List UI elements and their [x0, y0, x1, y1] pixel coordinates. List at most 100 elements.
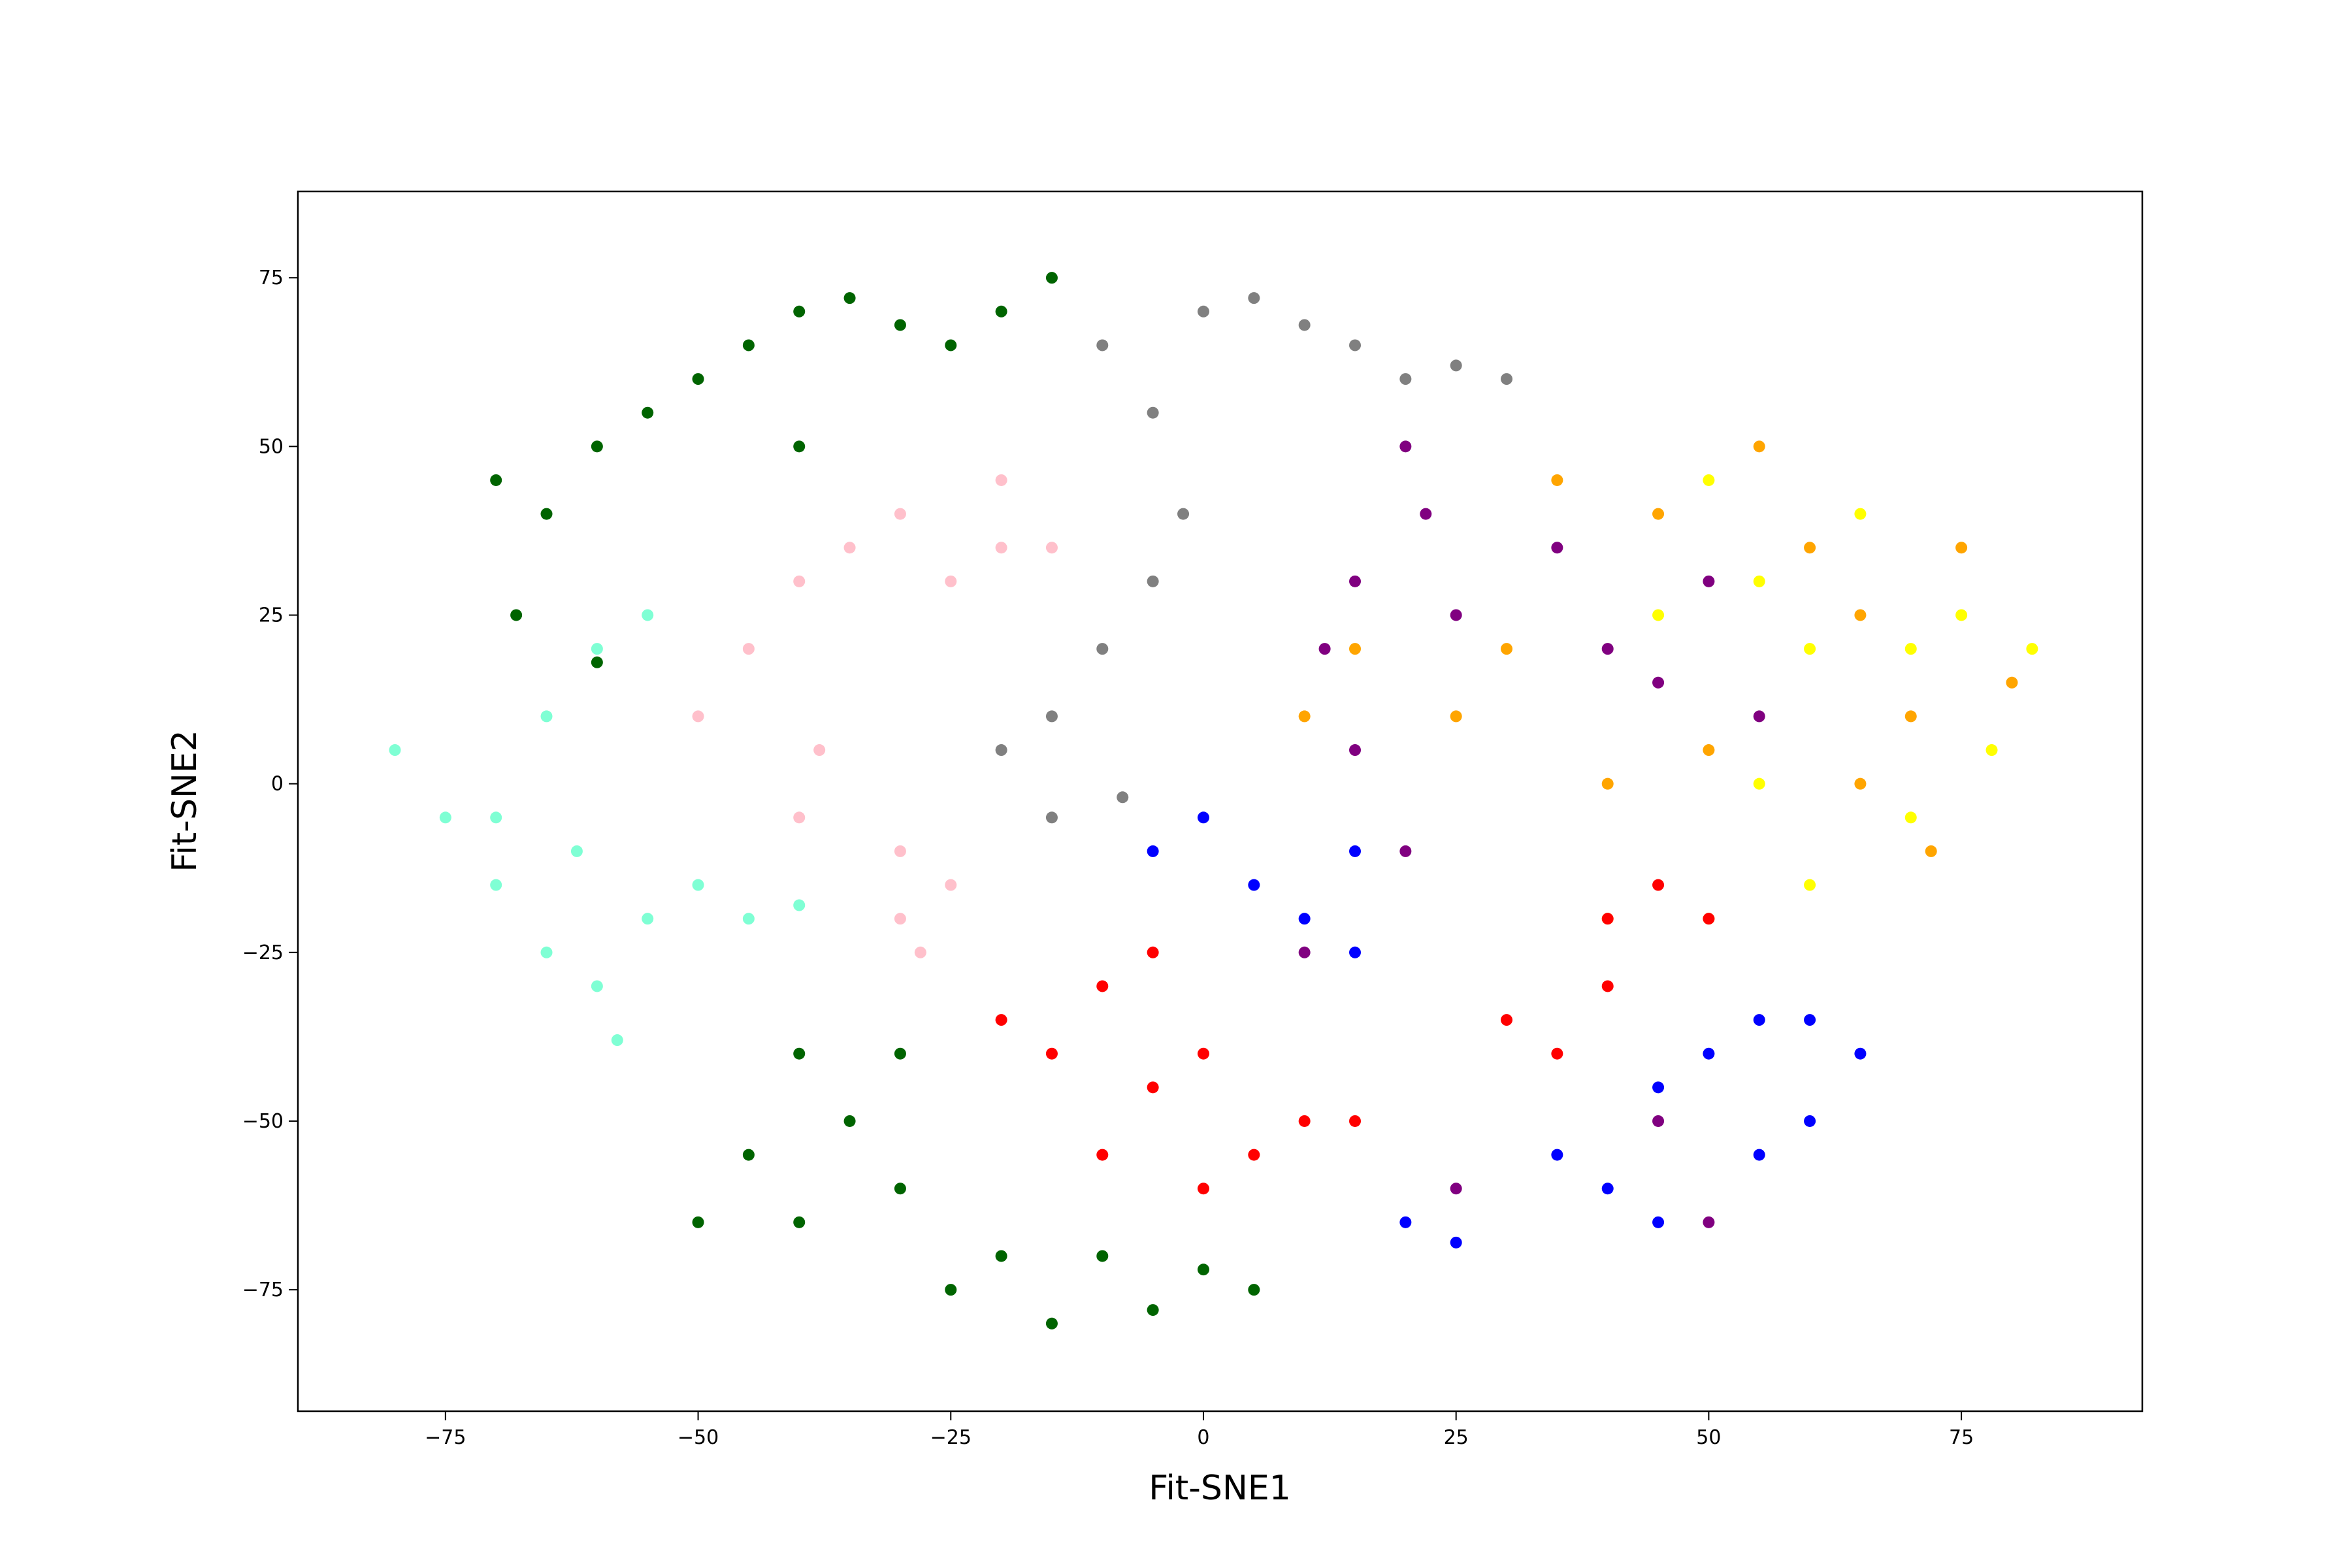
x-tick-label: 0 [1197, 1426, 1209, 1449]
scatter-point [1551, 1047, 1563, 1060]
scatter-point [1197, 1047, 1209, 1060]
scatter-point [793, 899, 806, 911]
scatter-point [793, 305, 806, 318]
plot-frame [297, 190, 2144, 1413]
scatter-point [995, 305, 1007, 318]
scatter-point [1925, 845, 1937, 857]
scatter-point [1804, 879, 1816, 891]
scatter-point [1147, 1081, 1159, 1094]
scatter-point [1904, 811, 1917, 824]
scatter-point [1248, 1284, 1260, 1296]
scatter-point [1248, 879, 1260, 891]
scatter-point [1551, 1149, 1563, 1161]
scatter-point [1904, 643, 1917, 655]
scatter-point [894, 508, 906, 520]
scatter-point [894, 845, 906, 857]
scatter-point [1753, 1149, 1765, 1161]
scatter-point [1197, 305, 1209, 318]
scatter-point [591, 643, 603, 655]
scatter-point [591, 656, 603, 668]
scatter-point [591, 980, 603, 992]
scatter-point [1703, 474, 1715, 486]
scatter-point [1601, 643, 1614, 655]
scatter-point [742, 643, 755, 655]
scatter-point [1045, 811, 1058, 824]
scatter-point [439, 811, 451, 824]
scatter-point [1349, 575, 1362, 587]
scatter-point [1399, 373, 1412, 385]
scatter-point [1703, 744, 1715, 757]
y-tick-label: −50 [242, 1110, 284, 1133]
scatter-point [1652, 508, 1665, 520]
scatter-point [1147, 845, 1159, 857]
scatter-point [1652, 609, 1665, 621]
scatter-point [1096, 339, 1109, 351]
scatter-point [490, 879, 502, 891]
scatter-point [1349, 1115, 1362, 1127]
scatter-point [813, 744, 826, 757]
scatter-point [1652, 879, 1665, 891]
scatter-point [540, 508, 553, 520]
scatter-point [1652, 1081, 1665, 1094]
scatter-point [1501, 1014, 1513, 1026]
scatter-point [389, 744, 401, 757]
x-tick-label: −75 [425, 1426, 466, 1449]
scatter-point [1045, 1317, 1058, 1330]
scatter-point [1248, 292, 1260, 304]
scatter-point [1904, 710, 1917, 723]
y-tick-label: 75 [259, 267, 284, 289]
scatter-point [1177, 508, 1190, 520]
scatter-point [1248, 1149, 1260, 1161]
scatter-point [995, 1250, 1007, 1262]
scatter-point [1197, 811, 1209, 824]
y-tick-label: −75 [242, 1279, 284, 1301]
scatter-point [1349, 744, 1362, 757]
scatter-point [1985, 744, 1998, 757]
y-tick-label: 25 [259, 604, 284, 627]
scatter-point [1703, 913, 1715, 925]
scatter-point [995, 542, 1007, 554]
scatter-point [945, 879, 957, 891]
scatter-point [1298, 1115, 1311, 1127]
scatter-point [1045, 542, 1058, 554]
scatter-point [1601, 1183, 1614, 1195]
scatter-point [793, 811, 806, 824]
scatter-point [1045, 710, 1058, 723]
scatter-point [692, 879, 704, 891]
scatter-point [1399, 440, 1412, 453]
scatter-point [742, 913, 755, 925]
scatter-point [1501, 373, 1513, 385]
scatter-point [843, 542, 856, 554]
scatter-point [1753, 1014, 1765, 1026]
scatter-point [591, 440, 603, 453]
scatter-point [1854, 609, 1867, 621]
scatter-point [1652, 676, 1665, 689]
scatter-point [1703, 1216, 1715, 1228]
scatter-point [793, 575, 806, 587]
scatter-point [1045, 1047, 1058, 1060]
scatter-point [843, 292, 856, 304]
y-tick-label: 50 [259, 435, 284, 458]
x-axis-label: Fit-SNE1 [1149, 1469, 1291, 1508]
scatter-point [995, 744, 1007, 757]
scatter-point [1450, 1236, 1462, 1249]
scatter-point [1197, 1264, 1209, 1276]
scatter-point [1854, 1047, 1867, 1060]
scatter-point [793, 1047, 806, 1060]
scatter-point [1197, 1183, 1209, 1195]
scatter-point [510, 609, 523, 621]
scatter-point [995, 1014, 1007, 1026]
scatter-point [1804, 1115, 1816, 1127]
scatter-point [642, 406, 654, 419]
scatter-point [1854, 777, 1867, 790]
scatter-point [894, 913, 906, 925]
x-tick-label: 50 [1696, 1426, 1721, 1449]
plot-points [389, 272, 2038, 1330]
scatter-point [995, 474, 1007, 486]
x-tick-label: −50 [678, 1426, 719, 1449]
x-tick-label: −25 [930, 1426, 972, 1449]
scatter-point [1318, 643, 1331, 655]
